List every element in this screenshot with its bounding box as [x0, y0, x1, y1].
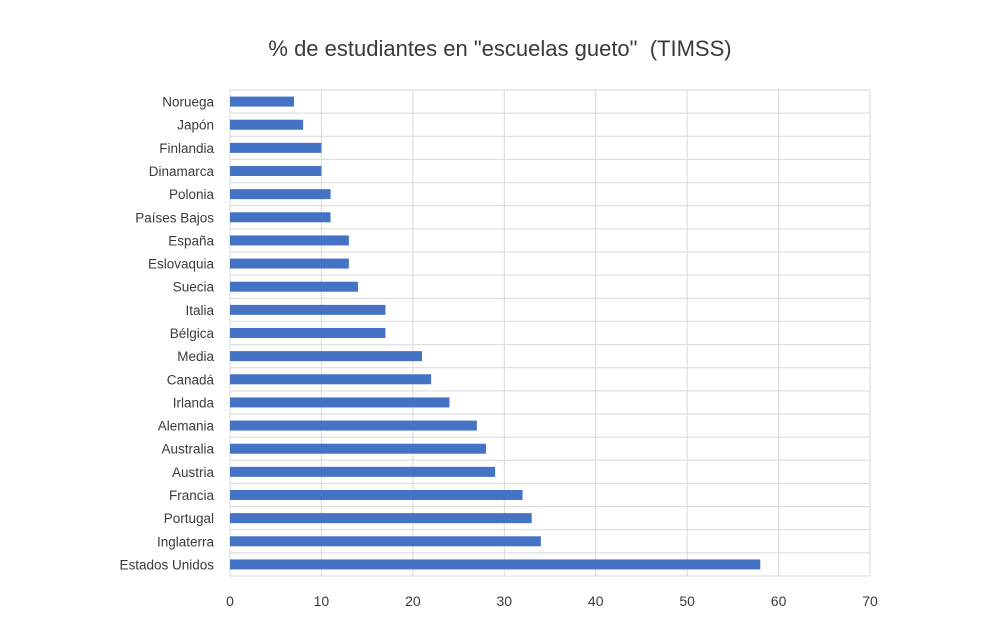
bar [230, 258, 349, 269]
bar [230, 281, 358, 292]
x-tick-label: 40 [588, 593, 604, 609]
category-label: Noruega [162, 95, 214, 110]
category-label: Canadá [167, 372, 215, 387]
bars [230, 96, 761, 570]
bar [230, 397, 450, 408]
bar [230, 189, 331, 200]
x-tick-label: 30 [496, 593, 512, 609]
category-label: Australia [161, 442, 214, 457]
category-label: Italia [185, 303, 214, 318]
grid-lines [229, 89, 871, 577]
category-label: Dinamarca [149, 164, 215, 179]
category-label: Estados Unidos [119, 557, 214, 572]
category-label: Alemania [158, 419, 215, 434]
chart-title: % de estudiantes en "escuelas gueto" (TI… [268, 36, 732, 61]
x-tick-label: 60 [771, 593, 787, 609]
bar [230, 374, 432, 385]
x-tick-label: 70 [862, 593, 878, 609]
category-label: Japón [177, 118, 214, 133]
bar [230, 166, 322, 176]
bar [230, 536, 541, 547]
x-tick-labels: 0 10 20 30 40 50 60 70 [226, 593, 878, 609]
x-tick-label: 20 [405, 593, 421, 609]
bar [230, 96, 294, 107]
category-label: Finlandia [159, 141, 214, 156]
bar [230, 513, 532, 524]
x-tick-label: 10 [314, 593, 330, 609]
bar [230, 466, 496, 477]
x-tick-label: 50 [679, 593, 695, 609]
bar [230, 235, 349, 246]
category-label: Inglaterra [157, 534, 215, 549]
category-label: Irlanda [173, 395, 215, 410]
category-label: Austria [172, 465, 215, 480]
bar [230, 351, 422, 362]
bar [230, 119, 304, 130]
bar [230, 212, 331, 223]
bar [230, 420, 477, 431]
category-label: Portugal [164, 511, 214, 526]
x-tick-label: 0 [226, 593, 234, 609]
category-label: Francia [169, 488, 215, 503]
bar [230, 559, 761, 570]
bar [230, 328, 386, 338]
category-label: Países Bajos [135, 210, 214, 225]
category-label: Polonia [169, 187, 215, 202]
category-label: Eslovaquia [148, 257, 215, 272]
category-labels: Noruega Japón Finlandia Dinamarca Polonia Paí… [119, 95, 214, 573]
bar [230, 443, 486, 454]
bar [230, 304, 386, 315]
bar [230, 142, 322, 153]
bar [230, 490, 523, 500]
category-label: Suecia [173, 280, 215, 295]
category-label: Bélgica [170, 326, 215, 341]
category-label: España [168, 233, 214, 248]
category-label: Media [177, 349, 214, 364]
